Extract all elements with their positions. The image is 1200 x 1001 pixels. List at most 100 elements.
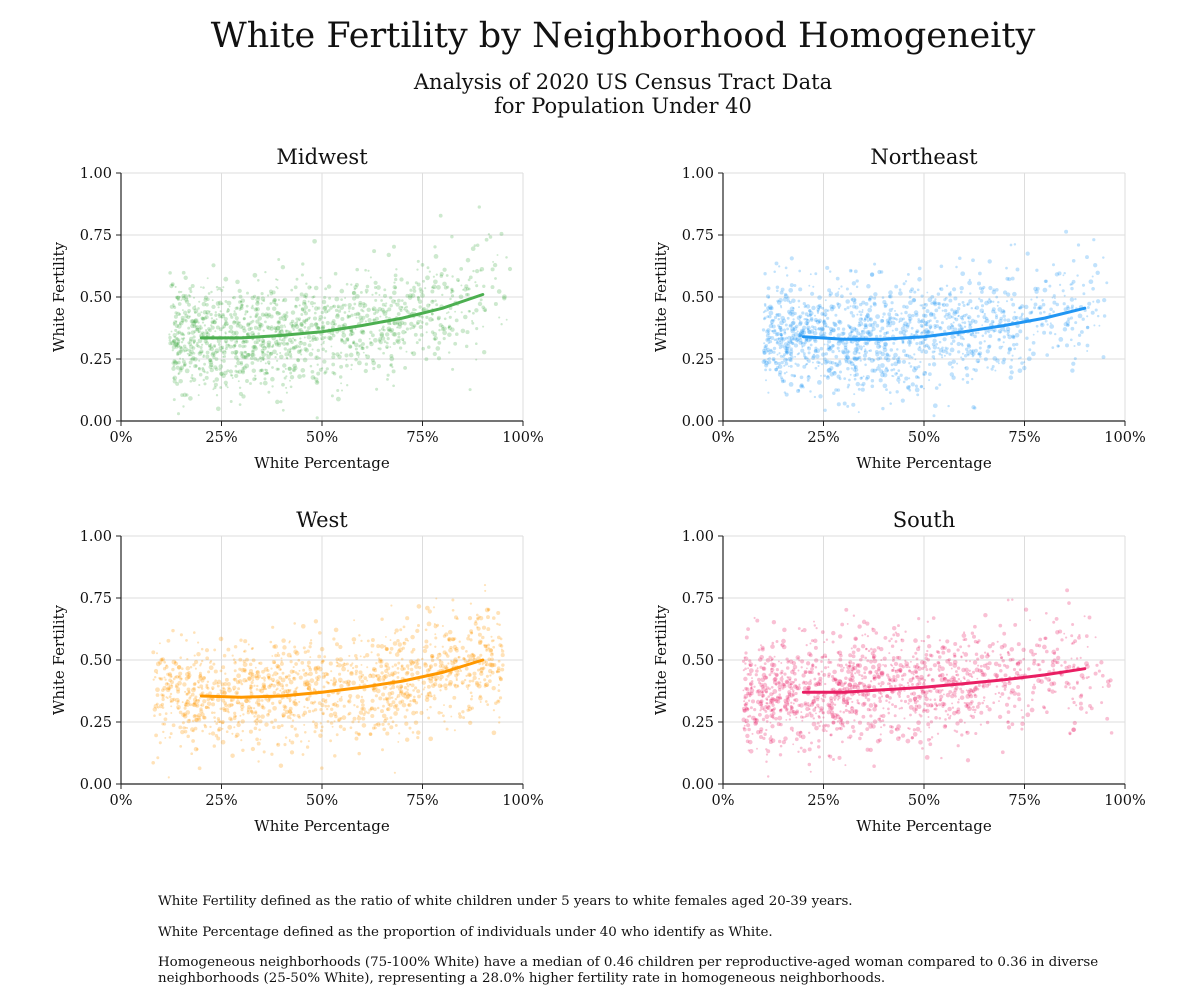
scatter-point xyxy=(379,664,383,668)
scatter-point xyxy=(439,214,443,218)
scatter-point xyxy=(777,682,781,686)
scatter-point xyxy=(1030,299,1032,301)
scatter-point xyxy=(777,313,781,317)
scatter-point xyxy=(358,634,360,636)
scatter-point xyxy=(328,297,331,300)
scatter-point xyxy=(797,751,799,753)
scatter-point xyxy=(965,660,967,662)
scatter-point xyxy=(1027,667,1031,671)
scatter-point xyxy=(205,648,209,652)
scatter-point xyxy=(498,671,500,673)
scatter-point xyxy=(879,330,882,333)
scatter-point xyxy=(154,733,158,737)
scatter-point xyxy=(997,338,1001,342)
scatter-point xyxy=(798,684,800,686)
scatter-point xyxy=(194,655,196,657)
scatter-point xyxy=(885,388,888,391)
scatter-point xyxy=(812,286,814,288)
scatter-point xyxy=(246,353,251,358)
scatter-point xyxy=(362,330,364,332)
scatter-point xyxy=(492,261,494,263)
scatter-point xyxy=(895,328,899,332)
scatter-point xyxy=(1031,351,1036,356)
scatter-point xyxy=(906,323,910,327)
scatter-point xyxy=(890,301,893,304)
scatter-point xyxy=(281,339,283,341)
scatter-point xyxy=(316,679,318,681)
scatter-point xyxy=(925,697,929,701)
scatter-point xyxy=(863,319,866,322)
scatter-point xyxy=(387,253,391,257)
scatter-point xyxy=(179,678,182,681)
scatter-point xyxy=(201,730,204,733)
scatter-point xyxy=(299,676,303,680)
scatter-point xyxy=(437,356,441,360)
scatter-point xyxy=(342,727,346,731)
scatter-point xyxy=(467,688,469,690)
scatter-point xyxy=(461,710,464,713)
scatter-point xyxy=(960,286,964,290)
scatter-point xyxy=(234,374,238,378)
scatter-point xyxy=(241,298,245,302)
scatter-point xyxy=(426,709,428,711)
scatter-point xyxy=(952,339,955,342)
scatter-point xyxy=(1073,721,1077,725)
scatter-point xyxy=(197,713,201,717)
scatter-point xyxy=(479,695,482,698)
scatter-point xyxy=(986,349,990,353)
scatter-point xyxy=(485,649,488,652)
scatter-point xyxy=(955,266,958,269)
scatter-point xyxy=(744,662,746,664)
scatter-point xyxy=(257,760,259,762)
scatter-point xyxy=(248,327,252,331)
scatter-point xyxy=(342,331,345,334)
scatter-point xyxy=(350,368,352,370)
scatter-point xyxy=(241,683,244,686)
scatter-point xyxy=(872,694,876,698)
scatter-point xyxy=(797,316,801,320)
scatter-point xyxy=(356,694,361,699)
scatter-point xyxy=(336,658,340,662)
scatter-point xyxy=(834,314,837,317)
scatter-point xyxy=(292,719,294,721)
scatter-point xyxy=(225,347,228,350)
scatter-point xyxy=(318,701,322,705)
scatter-point xyxy=(402,341,406,345)
scatter-point xyxy=(950,372,954,376)
scatter-point xyxy=(291,320,295,324)
scatter-point xyxy=(170,732,173,735)
scatter-point xyxy=(471,632,474,635)
scatter-point xyxy=(959,719,963,723)
scatter-point xyxy=(397,324,401,328)
scatter-point xyxy=(154,669,158,673)
scatter-point xyxy=(876,369,878,371)
scatter-point xyxy=(407,640,409,642)
scatter-point xyxy=(846,306,849,309)
scatter-point xyxy=(234,355,238,359)
scatter-point xyxy=(487,644,490,647)
scatter-point xyxy=(798,300,801,303)
scatter-point xyxy=(174,315,178,319)
scatter-point xyxy=(257,703,261,707)
scatter-point xyxy=(940,757,942,759)
scatter-point xyxy=(454,311,456,313)
scatter-point xyxy=(885,699,888,702)
scatter-point xyxy=(406,688,408,690)
scatter-point xyxy=(464,679,466,681)
scatter-point xyxy=(397,336,400,339)
scatter-point xyxy=(1098,670,1101,673)
scatter-point xyxy=(894,285,898,289)
scatter-point xyxy=(778,318,781,321)
scatter-point xyxy=(799,321,803,325)
scatter-point xyxy=(822,313,824,315)
scatter-point xyxy=(887,312,891,316)
scatter-point xyxy=(953,321,955,323)
scatter-point xyxy=(431,659,435,663)
scatter-point xyxy=(176,353,179,356)
scatter-point xyxy=(840,285,842,287)
scatter-point xyxy=(205,341,209,345)
scatter-point xyxy=(308,645,311,648)
scatter-point xyxy=(971,307,973,309)
scatter-point xyxy=(228,717,232,721)
scatter-point xyxy=(486,703,489,706)
